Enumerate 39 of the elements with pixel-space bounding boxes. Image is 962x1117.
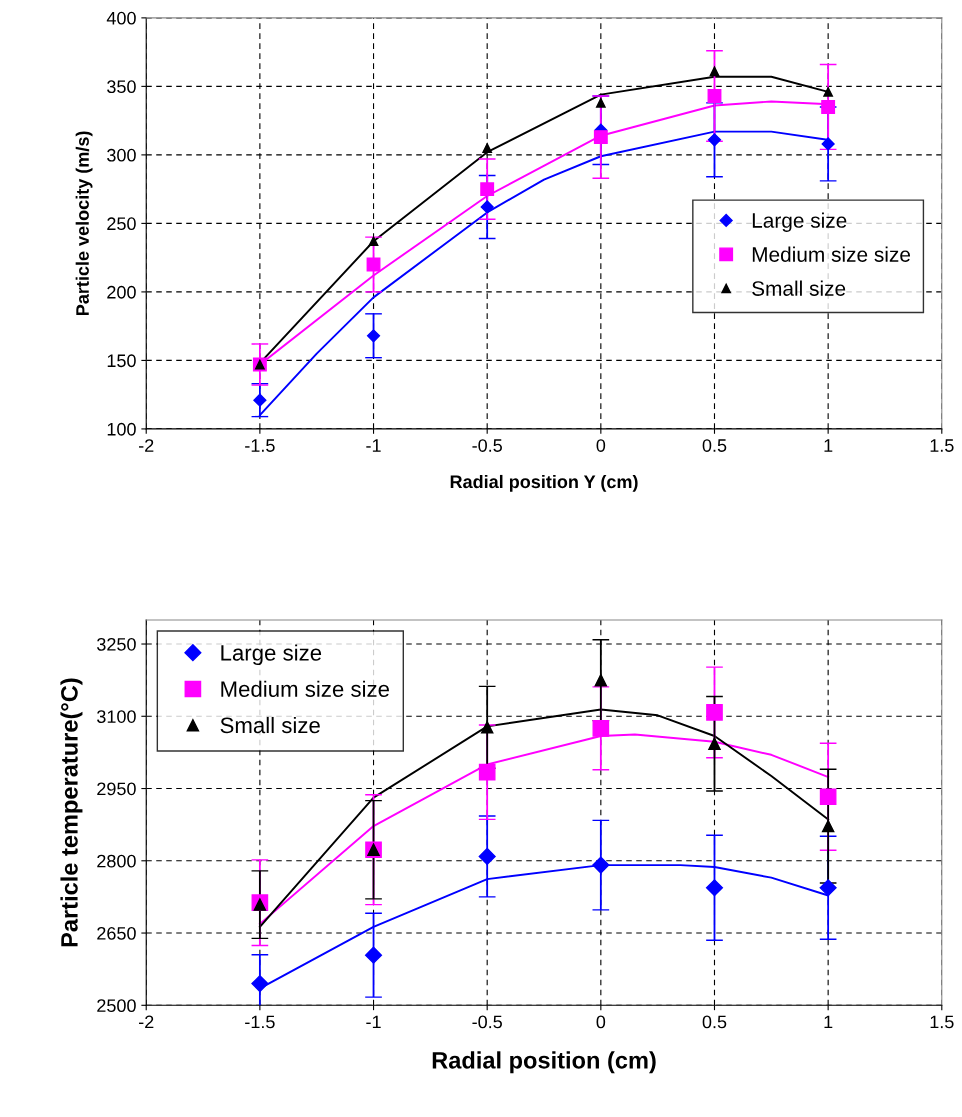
- y-tick-label: 400: [106, 11, 136, 25]
- y-tick-label: 300: [107, 148, 136, 162]
- y-tick-label: 250: [107, 217, 136, 231]
- x-tick-label: -0.5: [472, 1015, 502, 1029]
- y-tick-label: 100: [107, 422, 136, 436]
- legend-label: Large size: [752, 212, 847, 232]
- x-axis-title: Radial position Y (cm): [450, 474, 638, 492]
- y-tick-label: 350: [107, 80, 136, 94]
- x-tick-label: -1.5: [245, 439, 275, 452]
- y-tick-label: 200: [107, 285, 136, 299]
- legend-label: Medium size size: [752, 246, 911, 262]
- x-tick-label: 1: [824, 1015, 833, 1029]
- y-tick-label: 2800: [97, 854, 136, 868]
- legend-label: Medium size size: [221, 680, 389, 697]
- x-tick-label: 0: [596, 439, 606, 452]
- x-tick-label: 1.5: [930, 1015, 954, 1029]
- y-tick-label: 2500: [97, 999, 136, 1013]
- y-tick-label: 2950: [97, 782, 136, 796]
- x-axis-title: Radial position (cm): [432, 1051, 656, 1074]
- legend-label: Small size: [220, 716, 320, 734]
- x-tick-label: -0.5: [472, 439, 502, 452]
- legend-label: Large size: [221, 644, 322, 666]
- x-tick-label: 1: [824, 439, 833, 452]
- legend-label: Small size: [752, 280, 846, 296]
- x-tick-label: 0.5: [702, 1015, 727, 1029]
- x-tick-label: 0.5: [702, 439, 727, 452]
- y-tick-label: 3250: [97, 637, 136, 651]
- y-tick-label: 2650: [97, 926, 136, 940]
- x-tick-label: -1.5: [245, 1015, 275, 1029]
- y-axis-title: Particle temperature(°C): [60, 678, 83, 947]
- x-tick-label: -1: [366, 1015, 381, 1029]
- y-axis-title: Particle velocity (m/s): [75, 131, 93, 316]
- y-tick-label: 150: [107, 354, 136, 368]
- x-tick-label: -1: [366, 439, 381, 452]
- x-tick-label: 1.5: [930, 439, 954, 452]
- y-tick-label: 3100: [97, 710, 136, 723]
- x-tick-label: -2: [139, 1015, 154, 1029]
- x-tick-label: 0: [596, 1015, 606, 1029]
- x-tick-label: -2: [139, 439, 154, 452]
